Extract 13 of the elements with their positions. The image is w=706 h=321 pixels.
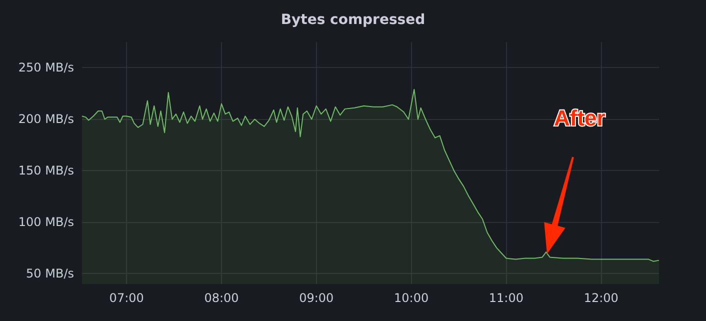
- x-tick-label: 11:00: [488, 291, 524, 305]
- chart-title: Bytes compressed: [280, 12, 426, 28]
- x-tick-label: 09:00: [299, 291, 334, 305]
- y-tick-label: 200 MB/s: [18, 112, 74, 126]
- x-tick-label: 10:00: [394, 291, 429, 305]
- y-tick-label: 50 MB/s: [26, 266, 74, 281]
- y-tick-label: 250 MB/s: [18, 60, 74, 75]
- y-tick-label: 100 MB/s: [18, 215, 74, 230]
- annotation: After: [554, 106, 606, 130]
- x-tick-label: 08:00: [204, 291, 239, 305]
- x-tick-label: 12:00: [584, 291, 618, 305]
- y-tick-label: 150 MB/s: [18, 164, 74, 178]
- x-tick-label: 07:00: [109, 291, 144, 305]
